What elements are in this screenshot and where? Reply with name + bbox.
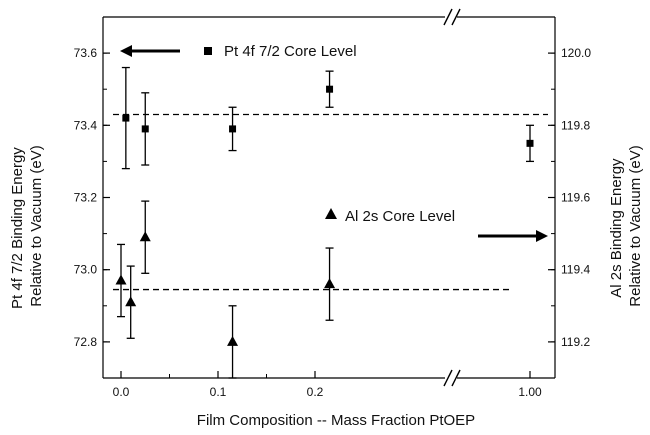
- y-axis-left-title: Pt 4f 7/2 Binding Energy Relative to Vac…: [9, 143, 45, 309]
- axis-break-slash-bottom-2: [451, 369, 461, 387]
- x-axis-title: Film Composition -- Mass Fraction PtOEP: [197, 412, 475, 429]
- data-points: [115, 66, 534, 379]
- x-tick-label: 0.2: [307, 385, 324, 399]
- mean-lines: [113, 113, 548, 291]
- legend-arrow-pt-head: [120, 45, 132, 57]
- data-point-square: [141, 125, 149, 133]
- y-left-tick-label: 73.0: [74, 263, 98, 277]
- x-tick-label: 0.0: [113, 385, 130, 399]
- axis-break-slash-top-2: [451, 8, 461, 26]
- axis-break-slash-bottom-1: [443, 369, 453, 387]
- y-left-tick-label: 72.8: [74, 335, 98, 349]
- y-axis-right-title-line2: Relative to Vacuum (eV): [627, 145, 644, 306]
- data-point-triangle: [139, 231, 151, 242]
- axis-ticks: 72.8 73.0 73.2 73.4 73.6 119.2 119.4 119.6 119.8…: [74, 16, 591, 399]
- y-right-tick-label: 119.8: [561, 118, 590, 132]
- x-tick-label: 0.1: [210, 385, 227, 399]
- data-point-triangle: [115, 274, 127, 285]
- data-point-square: [326, 85, 334, 93]
- data-point-triangle: [125, 296, 137, 307]
- y-left-tick-label: 73.6: [74, 46, 98, 60]
- y-axis-left-title-line1: Pt 4f 7/2 Binding Energy: [9, 147, 26, 309]
- y-axis-right-title: Al 2s Binding Energy Relative to Vacuum …: [608, 145, 644, 306]
- axis-break-slash-top-1: [443, 8, 453, 26]
- legend-marker-square: [204, 47, 212, 55]
- legend-label-pt: Pt 4f 7/2 Core Level: [224, 43, 357, 60]
- y-axis-left-title-line2: Relative to Vacuum (eV): [28, 145, 45, 306]
- y-left-tick-label: 73.4: [74, 118, 98, 132]
- data-point-square: [229, 125, 237, 133]
- data-point-triangle: [227, 335, 239, 346]
- y-left-tick-label: 73.2: [74, 191, 98, 205]
- legend-marker-triangle: [325, 208, 337, 219]
- y-axis-right-title-line1: Al 2s Binding Energy: [608, 158, 625, 298]
- data-point-triangle: [324, 278, 336, 289]
- y-right-tick-label: 119.6: [561, 191, 590, 205]
- plot-frame: [102, 16, 556, 379]
- data-point-square: [526, 139, 534, 147]
- y-right-tick-label: 119.4: [561, 263, 590, 277]
- x-tick-label: 1.00: [518, 385, 542, 399]
- legend-label-al: Al 2s Core Level: [345, 208, 455, 225]
- y-right-tick-label: 119.2: [561, 335, 590, 349]
- axis-break-marks: [443, 8, 461, 387]
- legend-arrow-al-head: [536, 230, 548, 242]
- legend: Pt 4f 7/2 Core Level Al 2s Core Level: [120, 43, 548, 242]
- data-point-square: [122, 114, 130, 122]
- y-right-tick-label: 120.0: [561, 46, 591, 60]
